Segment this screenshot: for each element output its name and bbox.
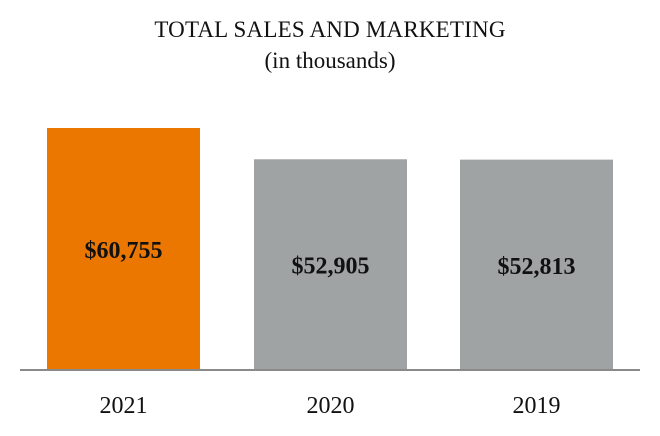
chart-subtitle: (in thousands) <box>264 48 396 73</box>
labels-layer: $60,755 2021 $52,905 2020 $52,813 2019 <box>85 238 576 419</box>
x-tick-label-2021: 2021 <box>100 393 148 419</box>
bars-layer <box>47 128 613 370</box>
bar-2020 <box>254 159 407 370</box>
data-label-2019: $52,813 <box>498 254 576 280</box>
data-label-2021: $60,755 <box>85 238 163 264</box>
bar-2021 <box>47 128 200 370</box>
x-tick-label-2020: 2020 <box>307 393 355 419</box>
bar-2019 <box>460 159 613 370</box>
x-tick-label-2019: 2019 <box>513 393 561 419</box>
chart-title: TOTAL SALES AND MARKETING <box>154 17 506 42</box>
data-label-2020: $52,905 <box>292 254 370 280</box>
